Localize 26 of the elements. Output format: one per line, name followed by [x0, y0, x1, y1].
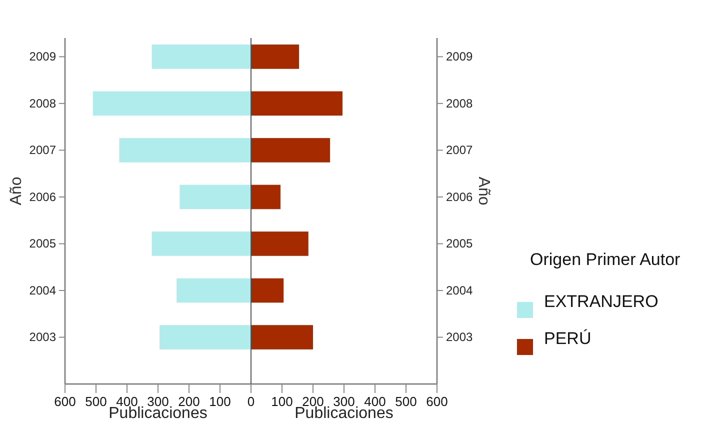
y-axis-title: Año	[8, 176, 25, 206]
y-axis-title: Año	[475, 176, 492, 206]
legend-title: Origen Primer Autor	[530, 250, 681, 269]
x-tick-label: 100	[209, 394, 231, 409]
y-tick-label: 2005	[446, 236, 474, 251]
legend-label: PERÚ	[544, 329, 592, 348]
x-tick-label: 500	[85, 394, 107, 409]
x-tick-label: 100	[271, 394, 293, 409]
y-tick-label: 2007	[29, 143, 56, 158]
x-tick-label: 0	[247, 394, 255, 409]
y-tick-label: 2004	[446, 283, 474, 298]
y-tick-label: 2007	[446, 143, 474, 158]
y-tick-label: 2005	[29, 236, 56, 251]
x-tick-label: 600	[426, 394, 448, 409]
x-tick-label: 500	[395, 394, 417, 409]
y-tick-label: 2009	[446, 50, 474, 64]
y-tick-label: 2004	[29, 283, 56, 298]
y-tick-label: 2009	[29, 50, 56, 64]
y-tick-label: 2008	[446, 96, 474, 110]
x-tick-label: 600	[54, 394, 76, 409]
y-tick-label: 2003	[29, 330, 56, 344]
y-tick-label: 2006	[446, 190, 474, 204]
y-tick-label: 2006	[29, 190, 56, 204]
y-tick-label: 2003	[446, 330, 474, 344]
legend-label: EXTRANJERO	[544, 292, 658, 311]
y-tick-label: 2008	[29, 96, 56, 110]
